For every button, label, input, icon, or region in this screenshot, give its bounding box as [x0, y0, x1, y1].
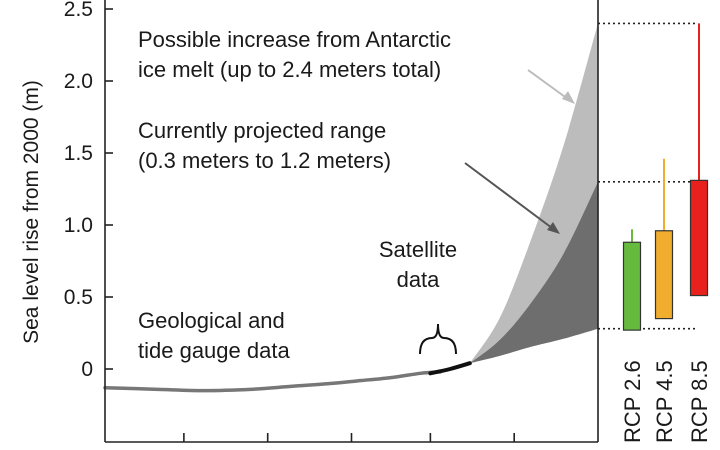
y-tick-label: 2.0	[64, 70, 93, 93]
annotation-antarctic-line: ice melt (up to 2.4 meters total)	[138, 57, 441, 82]
scenario-bar	[622, 241, 642, 331]
scenario-bar	[654, 230, 674, 320]
axes: 0 0.5 1.0 1.5 2.0 2.5 Sea level rise from 2000…	[20, 0, 599, 443]
reference-lines	[598, 22, 698, 330]
annotation-antarctic-line: Possible increase from Antarctic	[138, 27, 451, 52]
scenario-label: RCP 8.5	[687, 360, 712, 443]
annotations: Possible increase from Antarctic ice melt…	[138, 27, 575, 363]
annotation-satellite-line: Satellite	[379, 237, 457, 262]
scenario-label: RCP 4.5	[652, 360, 677, 443]
satellite-line	[428, 361, 472, 376]
y-tick-label: 1.0	[64, 214, 93, 237]
tide-gauge-line	[103, 370, 442, 393]
antarctic-arrowhead	[562, 91, 575, 104]
y-tick-label: 2.5	[64, 0, 93, 21]
annotation-satellite-line: data	[397, 267, 441, 292]
scenario-label: RCP 2.6	[620, 360, 645, 443]
annotation-projected-line: (0.3 meters to 1.2 meters)	[138, 148, 391, 173]
annotation-geological-line: tide gauge data	[138, 338, 290, 363]
antarctic-melt-band	[469, 23, 598, 364]
observed-series	[103, 361, 472, 393]
annotation-geological-line: Geological and	[138, 308, 285, 333]
projection-bands	[469, 23, 598, 364]
projected-arrow-line	[464, 162, 557, 232]
scenario-bar	[689, 179, 709, 297]
y-axis-label: Sea level rise from 2000 (m)	[20, 80, 43, 344]
annotation-projected-line: Currently projected range	[138, 118, 386, 143]
y-tick-label: 0	[81, 358, 93, 381]
projected-range-band	[469, 181, 598, 364]
rcp-scenario-bars: RCP 2.6 RCP 4.5 RCP 8.5	[620, 23, 712, 443]
satellite-brace	[419, 323, 457, 355]
y-tick-label: 1.5	[64, 142, 93, 165]
projected-arrowhead	[547, 222, 560, 234]
y-tick-label: 0.5	[64, 286, 93, 309]
